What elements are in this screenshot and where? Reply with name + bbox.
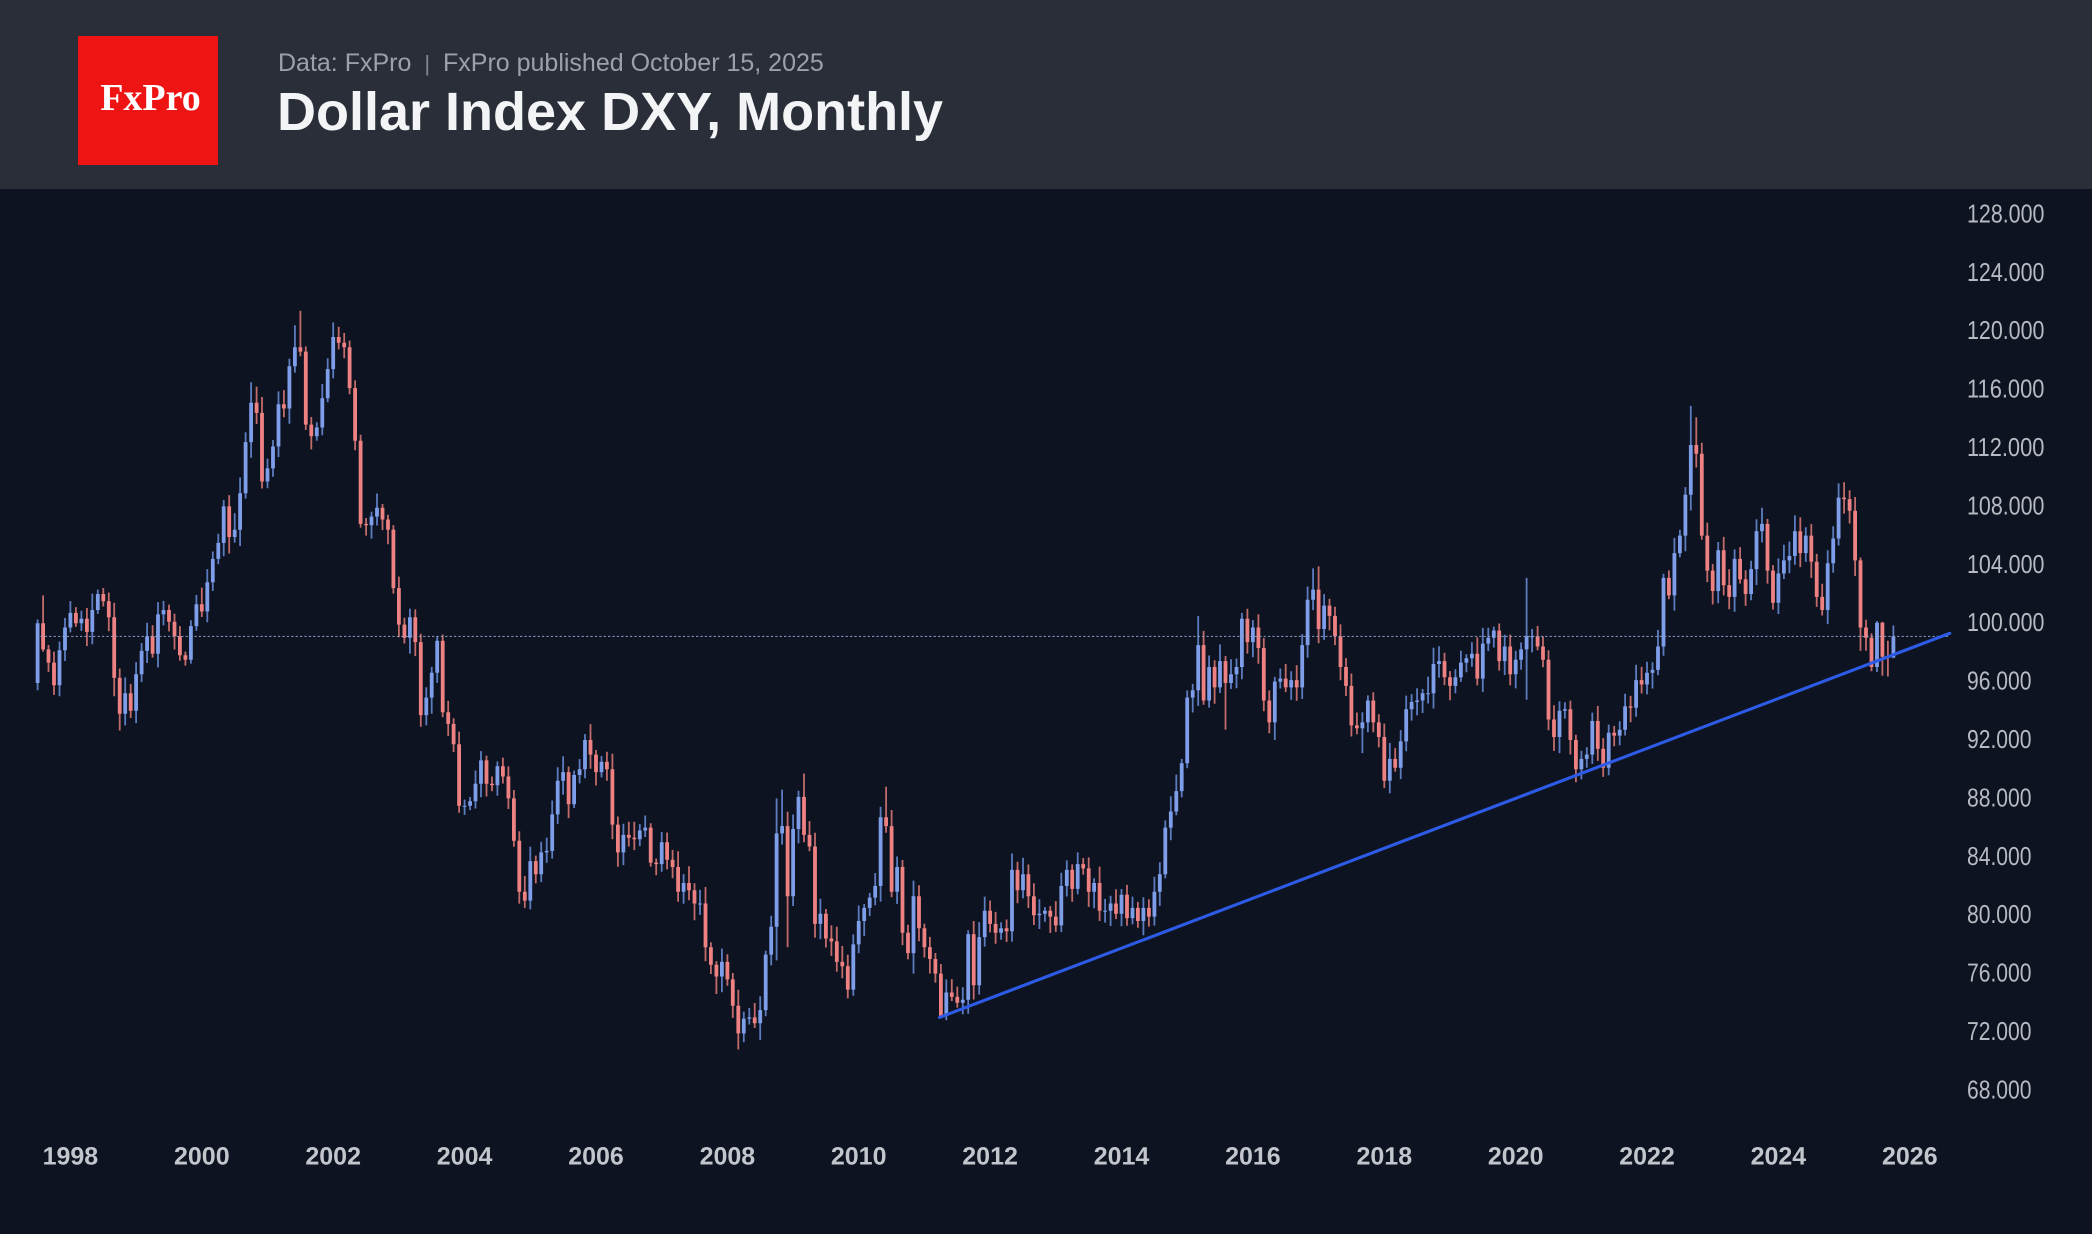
svg-text:2008: 2008: [700, 1143, 756, 1171]
svg-text:2022: 2022: [1619, 1143, 1675, 1171]
svg-text:80.000: 80.000: [1967, 899, 2032, 929]
svg-text:68.000: 68.000: [1967, 1074, 2032, 1104]
svg-text:2018: 2018: [1356, 1143, 1412, 1171]
svg-text:96.000: 96.000: [1967, 666, 2032, 696]
svg-text:2026: 2026: [1882, 1143, 1938, 1171]
svg-text:124.000: 124.000: [1967, 257, 2044, 287]
svg-text:100.000: 100.000: [1967, 607, 2044, 637]
svg-text:104.000: 104.000: [1967, 549, 2044, 579]
svg-text:72.000: 72.000: [1967, 1016, 2032, 1046]
svg-text:76.000: 76.000: [1967, 958, 2032, 988]
svg-text:2004: 2004: [437, 1143, 493, 1171]
svg-text:1998: 1998: [43, 1143, 99, 1171]
svg-text:92.000: 92.000: [1967, 724, 2032, 754]
svg-text:112.000: 112.000: [1967, 432, 2044, 462]
svg-text:116.000: 116.000: [1967, 374, 2044, 404]
svg-text:2006: 2006: [568, 1143, 624, 1171]
svg-text:2000: 2000: [174, 1143, 230, 1171]
svg-text:128.000: 128.000: [1967, 198, 2044, 228]
svg-text:2002: 2002: [305, 1143, 361, 1171]
svg-text:108.000: 108.000: [1967, 490, 2044, 520]
svg-text:2010: 2010: [831, 1143, 887, 1171]
svg-text:2024: 2024: [1751, 1143, 1807, 1171]
svg-text:2012: 2012: [962, 1143, 1018, 1171]
svg-text:2014: 2014: [1094, 1143, 1150, 1171]
svg-text:88.000: 88.000: [1967, 782, 2032, 812]
svg-text:2016: 2016: [1225, 1143, 1281, 1171]
svg-text:2020: 2020: [1488, 1143, 1544, 1171]
svg-text:120.000: 120.000: [1967, 315, 2044, 345]
svg-text:84.000: 84.000: [1967, 841, 2032, 871]
